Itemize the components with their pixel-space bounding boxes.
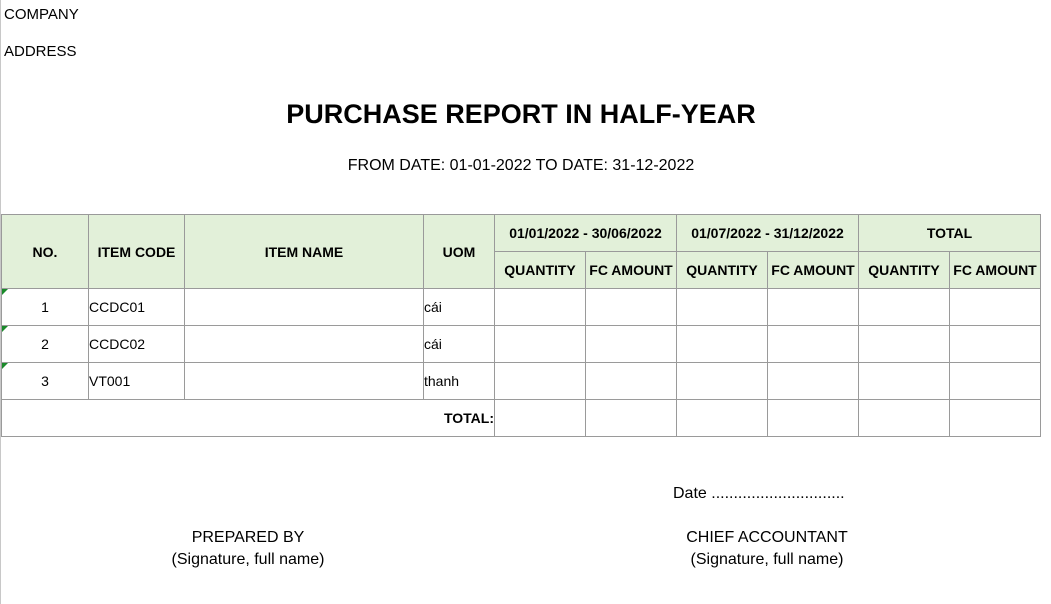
header-no[interactable]: NO. [1,214,89,289]
purchase-report-table: NO. ITEM CODE ITEM NAME UOM 01/01/2022 -… [1,214,1041,437]
row-p2-quantity-cell[interactable] [676,325,768,363]
header-item-code[interactable]: ITEM CODE [88,214,185,289]
row-no-cell[interactable]: 2 [1,325,89,363]
row-p1-fc-amount-cell[interactable] [585,325,677,363]
total-total-fc-amount-cell[interactable] [949,399,1041,437]
row-item-code-cell[interactable]: CCDC02 [88,325,185,363]
row-no-cell[interactable]: 1 [1,288,89,326]
header-p2-quantity[interactable]: QUANTITY [676,251,768,289]
prepared-by-label: PREPARED BY [191,529,305,546]
report-date-range: FROM DATE: 01-01-2022 TO DATE: 31-12-202… [347,157,695,174]
table-row: 3 VT001 thanh [1,362,1041,400]
row-p1-quantity-cell[interactable] [494,325,586,363]
header-p1-quantity[interactable]: QUANTITY [494,251,586,289]
total-row: TOTAL: [1,399,1041,437]
header-period-1[interactable]: 01/01/2022 - 30/06/2022 [494,214,677,252]
total-p1-quantity-cell[interactable] [494,399,586,437]
row-p1-quantity-cell[interactable] [494,362,586,400]
row-p2-quantity-cell[interactable] [676,362,768,400]
header-total-quantity[interactable]: QUANTITY [858,251,950,289]
row-total-fc-amount-cell[interactable] [949,362,1041,400]
total-total-quantity-cell[interactable] [858,399,950,437]
row-uom-cell[interactable]: cái [423,288,495,326]
row-total-fc-amount-cell[interactable] [949,288,1041,326]
row-p2-quantity-cell[interactable] [676,288,768,326]
row-item-code-cell[interactable]: CCDC01 [88,288,185,326]
total-p2-fc-amount-cell[interactable] [767,399,859,437]
row-item-code-cell[interactable]: VT001 [88,362,185,400]
row-item-name-cell[interactable] [184,362,424,400]
header-item-name[interactable]: ITEM NAME [184,214,424,289]
header-p1-fc-amount[interactable]: FC AMOUNT [585,251,677,289]
row-p1-fc-amount-cell[interactable] [585,288,677,326]
header-period-2[interactable]: 01/07/2022 - 31/12/2022 [676,214,859,252]
row-p2-fc-amount-cell[interactable] [767,325,859,363]
row-p2-fc-amount-cell[interactable] [767,288,859,326]
row-p2-fc-amount-cell[interactable] [767,362,859,400]
row-p1-quantity-cell[interactable] [494,288,586,326]
row-no-cell[interactable]: 3 [1,362,89,400]
row-total-quantity-cell[interactable] [858,325,950,363]
header-total-fc-amount[interactable]: FC AMOUNT [949,251,1041,289]
total-p2-quantity-cell[interactable] [676,399,768,437]
row-total-quantity-cell[interactable] [858,362,950,400]
chief-accountant-label: CHIEF ACCOUNTANT [686,529,848,546]
date-line: Date .............................. [673,485,845,502]
row-item-name-cell[interactable] [184,288,424,326]
row-total-quantity-cell[interactable] [858,288,950,326]
address-label: ADDRESS [4,43,77,60]
header-total[interactable]: TOTAL [858,214,1041,252]
row-uom-cell[interactable]: cái [423,325,495,363]
row-uom-cell[interactable]: thanh [423,362,495,400]
sheet-left-border [0,0,1,604]
row-item-name-cell[interactable] [184,325,424,363]
table-row: 2 CCDC02 cái [1,325,1041,363]
header-p2-fc-amount[interactable]: FC AMOUNT [767,251,859,289]
total-label-cell[interactable]: TOTAL: [1,399,495,437]
table-row: 1 CCDC01 cái [1,288,1041,326]
chief-accountant-signature-hint: (Signature, full name) [690,551,844,568]
report-title: PURCHASE REPORT IN HALF-YEAR [286,99,756,129]
row-p1-fc-amount-cell[interactable] [585,362,677,400]
company-label: COMPANY [4,6,79,23]
prepared-by-signature-hint: (Signature, full name) [171,551,325,568]
header-uom[interactable]: UOM [423,214,495,289]
row-total-fc-amount-cell[interactable] [949,325,1041,363]
total-p1-fc-amount-cell[interactable] [585,399,677,437]
